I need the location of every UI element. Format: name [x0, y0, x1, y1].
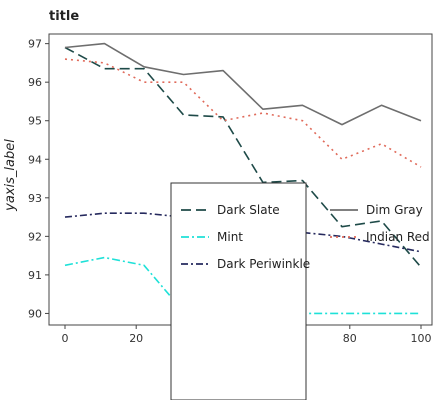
y-axis-ticks: 90 91 92 93 94 95 96 97 [28, 38, 49, 320]
y-tick-label: 97 [28, 38, 42, 51]
legend-box [170, 182, 307, 401]
y-tick-label: 90 [28, 307, 42, 320]
x-tick-label: 100 [411, 332, 432, 345]
legend-label: Dark Slate [217, 203, 280, 217]
x-tick-label: 20 [129, 332, 143, 345]
y-tick-label: 91 [28, 269, 42, 282]
x-tick-label: 0 [62, 332, 69, 345]
y-tick-label: 93 [28, 192, 42, 205]
legend-label: Dim Gray [366, 203, 423, 217]
legend: Dark Slate Mint Dark Periwinkle Dim Gray Ind… [170, 182, 430, 401]
y-tick-label: 94 [28, 153, 42, 166]
series-layer [64, 42, 422, 315]
y-tick-label: 95 [28, 115, 42, 128]
legend-label: Mint [217, 230, 243, 244]
legend-label: Indian Red [366, 230, 430, 244]
y-axis-label: yaxis_label [3, 139, 18, 212]
y-tick-label: 92 [28, 230, 42, 243]
y-tick-label: 96 [28, 76, 42, 89]
x-tick-label: 80 [343, 332, 357, 345]
chart-title: title [49, 9, 79, 24]
series-line-1 [64, 256, 421, 315]
legend-label: Dark Periwinkle [217, 257, 310, 271]
series-line-0 [64, 46, 422, 268]
series-line-3 [64, 58, 422, 168]
series-line-2 [64, 42, 422, 126]
